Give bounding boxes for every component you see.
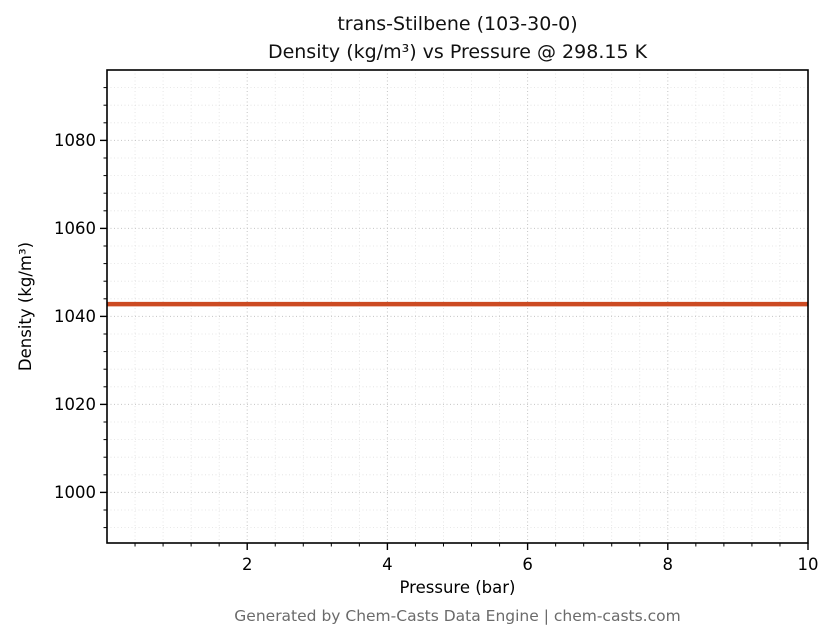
chart-title-line1: trans-Stilbene (103-30-0) — [337, 13, 578, 35]
x-tick-label: 4 — [382, 555, 393, 574]
y-tick-label: 1060 — [54, 219, 96, 238]
x-tick-label: 6 — [522, 555, 533, 574]
axes-background — [107, 70, 808, 543]
y-tick-label: 1040 — [54, 307, 96, 326]
y-tick-label: 1000 — [54, 483, 96, 502]
axes-border — [106, 69, 809, 544]
x-tick-label: 10 — [798, 555, 819, 574]
y-tick-label: 1080 — [54, 131, 96, 150]
x-tick-label: 2 — [242, 555, 253, 574]
chart-title-line2: Density (kg/m³) vs Pressure @ 298.15 K — [267, 41, 648, 63]
y-axis-label: Density (kg/m³) — [16, 242, 35, 371]
y-tick-label: 1020 — [54, 395, 96, 414]
x-axis-label: Pressure (bar) — [400, 578, 516, 597]
footer-credit: Generated by Chem-Casts Data Engine | ch… — [234, 607, 681, 625]
chart-title: trans-Stilbene (103-30-0) Density (kg/m³… — [107, 10, 808, 66]
x-tick-label: 8 — [663, 555, 674, 574]
